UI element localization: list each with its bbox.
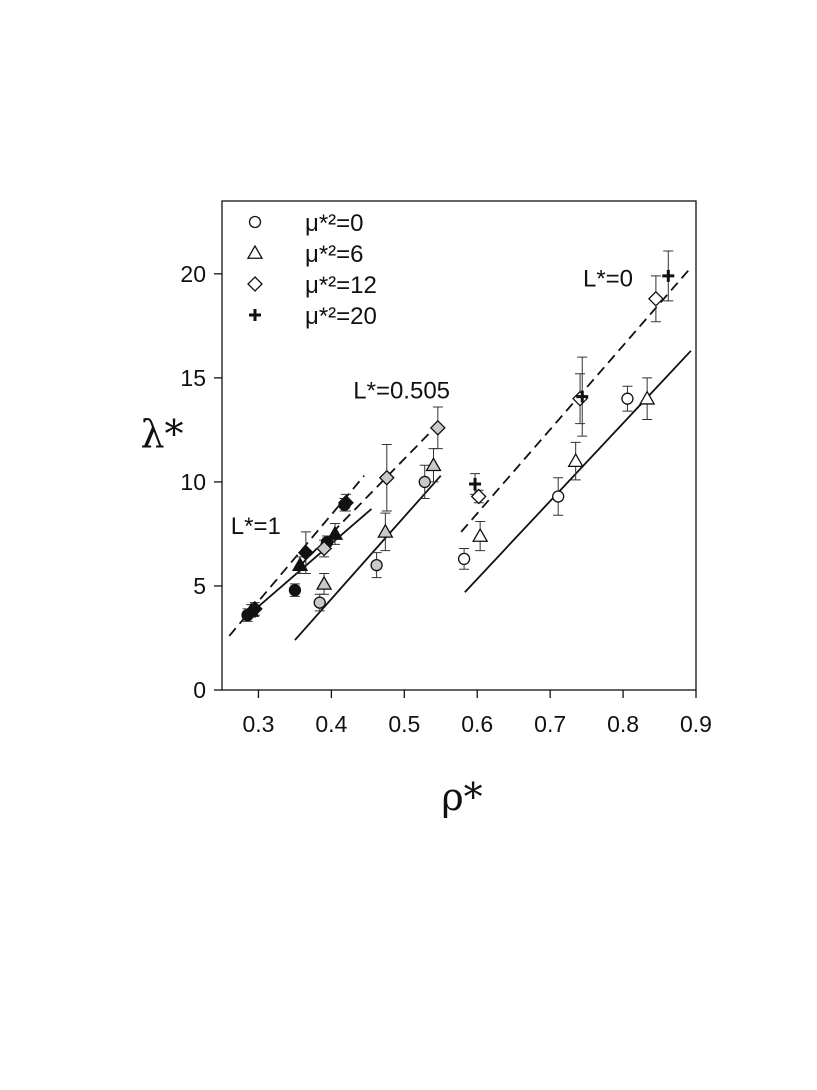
data-point-circle: [552, 490, 565, 503]
y-tick-label: 0: [193, 677, 206, 703]
x-axis-ticks: 0.3 0.4 0.5 0.6 0.7 0.8 0.9: [242, 690, 712, 737]
y-tick-label: 10: [180, 469, 206, 495]
legend-label: μ*²=0: [305, 210, 364, 237]
x-tick-label: 0.5: [388, 711, 420, 737]
data-point-circle: [418, 475, 431, 489]
fit-line-solid: [245, 508, 373, 618]
y-axis-title: λ*: [140, 412, 183, 456]
data-point-circle: [457, 552, 471, 566]
y-tick-label: 20: [180, 261, 206, 287]
data-point-triangle: [425, 456, 442, 472]
data-point-circle: [370, 558, 383, 572]
y-axis-ticks: 0 5 10 15 20: [180, 261, 222, 703]
x-tick-label: 0.9: [680, 711, 712, 737]
group-annotations: L*=1 L*=0.505 L*=0: [231, 265, 633, 540]
data-point-diamond: [316, 540, 333, 557]
legend: μ*²=0 μ*²=6 μ*²=12 μ*²=20: [246, 210, 377, 330]
fit-line-solid: [464, 350, 692, 593]
legend-marker-plus: [249, 309, 261, 321]
data-point-circle: [313, 596, 326, 609]
data-points: [241, 269, 675, 622]
y-tick-label: 15: [180, 365, 206, 391]
data-point-triangle: [639, 390, 656, 405]
data-point-triangle: [326, 525, 344, 540]
data-point-triangle: [315, 575, 333, 590]
group-label: L*=0.505: [353, 378, 450, 405]
data-point-circle: [288, 583, 302, 597]
group-label: L*=1: [231, 513, 281, 540]
data-point-diamond: [429, 419, 446, 436]
data-point-diamond: [572, 390, 588, 407]
data-point-diamond: [378, 469, 395, 486]
x-axis-title: ρ*: [441, 775, 482, 819]
data-point-triangle: [377, 523, 394, 538]
data-point-plus: [469, 477, 482, 490]
x-tick-label: 0.4: [315, 711, 347, 737]
legend-label: μ*²=12: [305, 272, 377, 299]
x-tick-label: 0.6: [461, 711, 493, 737]
fit-line-solid: [294, 475, 442, 641]
plot-frame: [221, 200, 697, 691]
data-point-triangle: [291, 556, 309, 572]
fit-line-dashed: [460, 266, 692, 533]
x-tick-label: 0.3: [242, 711, 274, 737]
y-tick-label: 5: [193, 573, 206, 599]
x-tick-label: 0.7: [534, 711, 566, 737]
data-point-plus: [576, 390, 589, 403]
data-point-circle: [621, 392, 634, 405]
legend-marker-diamond: [247, 276, 263, 292]
legend-marker-circle: [248, 215, 262, 229]
data-point-diamond: [470, 488, 487, 505]
data-point-triangle: [567, 452, 584, 468]
x-tick-label: 0.8: [607, 711, 639, 737]
data-point-diamond: [338, 494, 354, 511]
data-point-diamond: [647, 290, 664, 307]
data-point-diamond: [246, 600, 263, 617]
data-point-plus: [662, 269, 675, 282]
data-point-diamond: [297, 544, 314, 561]
group-label: L*=0: [583, 265, 633, 292]
legend-label: μ*²=20: [305, 303, 377, 330]
legend-marker-triangle: [246, 244, 264, 259]
data-point-triangle: [472, 527, 489, 542]
legend-label: μ*²=6: [305, 241, 364, 268]
